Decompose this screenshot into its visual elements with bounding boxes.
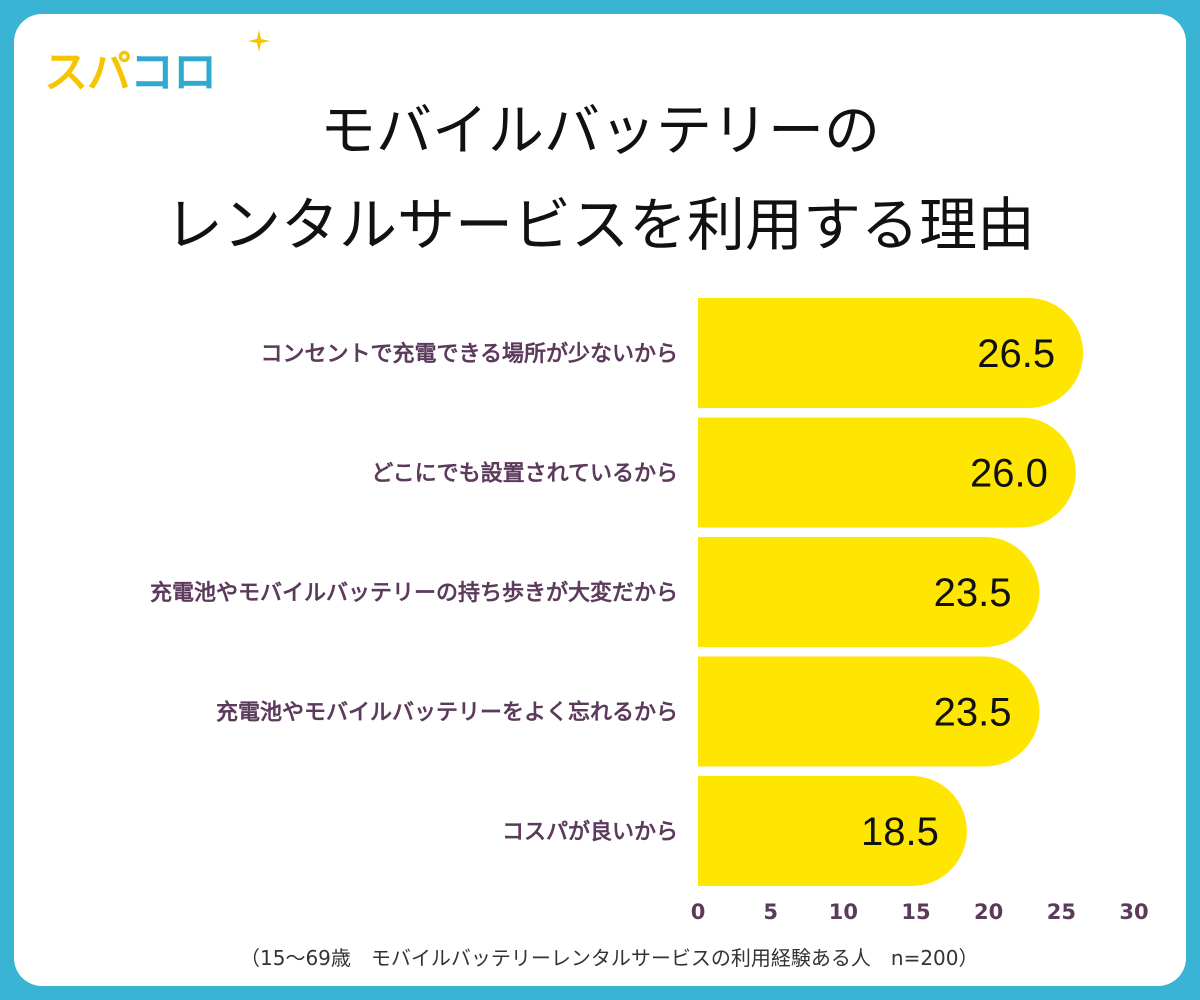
bar-3 [698, 537, 1040, 647]
bar-2 [698, 417, 1076, 528]
category-label-5: コスパが良いから [502, 819, 678, 845]
value-label-5: 18.5 [861, 810, 939, 854]
value-label-2: 26.0 [970, 452, 1048, 496]
x-tick-label-25: 25 [1047, 900, 1076, 924]
x-tick-label-0: 0 [691, 900, 706, 924]
bar-5 [698, 776, 967, 886]
x-tick-label-30: 30 [1119, 900, 1148, 924]
bar-1 [698, 298, 1084, 408]
logo-part-2: コロ [130, 47, 217, 98]
chart-title-line-2: レンタルサービスを利用する理由 [164, 191, 1035, 259]
footnote: （15〜69歳 モバイルバッテリーレンタルサービスの利用経験ある人 n=200） [240, 946, 979, 970]
category-label-3: 充電池やモバイルバッテリーの持ち歩きが大変だから [150, 580, 678, 606]
value-label-1: 26.5 [977, 332, 1055, 376]
value-label-4: 23.5 [934, 691, 1012, 735]
value-label-3: 23.5 [934, 571, 1012, 615]
x-tick-label-5: 5 [763, 900, 778, 924]
x-tick-label-15: 15 [901, 900, 930, 924]
x-tick-label-20: 20 [974, 900, 1003, 924]
category-label-4: 充電池やモバイルバッテリーをよく忘れるから [216, 700, 678, 726]
chart-title-line-1: モバイルバッテリーの [320, 99, 880, 164]
logo: スパコロ [44, 36, 217, 100]
category-label-1: コンセントで充電できる場所が少ないから [260, 341, 678, 367]
logo-part-1: スパ [44, 47, 131, 98]
category-label-2: どこにでも設置されているから [371, 461, 678, 487]
bar-4 [698, 656, 1040, 767]
x-tick-label-10: 10 [829, 900, 858, 924]
sparkle-icon [248, 30, 270, 52]
